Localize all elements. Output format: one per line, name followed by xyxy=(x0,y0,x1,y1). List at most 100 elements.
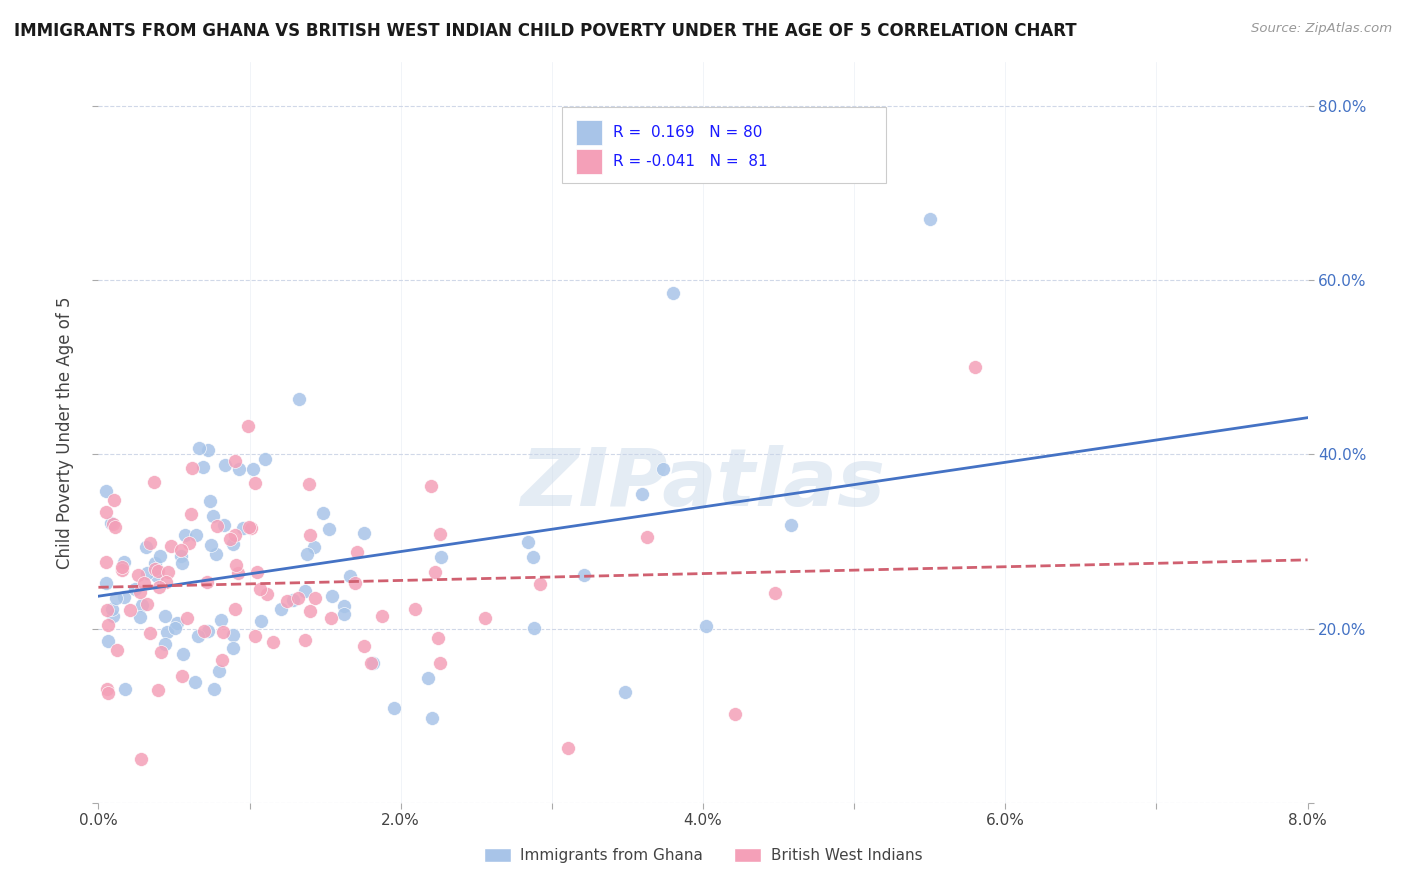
Point xyxy=(174,528,197,542)
Point xyxy=(529,577,551,591)
Point xyxy=(221,641,243,656)
Point xyxy=(304,540,326,554)
Point xyxy=(191,460,214,475)
Point xyxy=(111,559,134,574)
Point xyxy=(149,644,172,658)
Point xyxy=(245,629,267,643)
Point xyxy=(132,575,155,590)
Point xyxy=(211,653,233,667)
Point xyxy=(631,487,654,501)
Point xyxy=(209,613,232,627)
Point xyxy=(371,608,394,623)
Point xyxy=(918,212,941,227)
Point xyxy=(228,462,250,476)
Point xyxy=(572,568,595,582)
Point xyxy=(104,520,127,534)
Point xyxy=(321,589,343,603)
Point xyxy=(651,462,673,476)
Point xyxy=(111,563,134,577)
Point xyxy=(360,657,382,671)
Point xyxy=(474,611,496,625)
Point xyxy=(143,556,166,570)
Point xyxy=(97,634,120,648)
Point xyxy=(131,599,153,613)
Point xyxy=(94,555,117,569)
Point xyxy=(155,637,177,651)
Point xyxy=(94,484,117,499)
Point xyxy=(104,591,127,606)
Point xyxy=(101,609,124,624)
Point xyxy=(344,576,367,591)
Point xyxy=(318,523,340,537)
Point xyxy=(298,477,321,491)
Point xyxy=(205,547,228,561)
Point xyxy=(270,601,292,615)
Point xyxy=(281,592,304,607)
Point xyxy=(311,506,333,520)
Point xyxy=(240,521,263,535)
Point xyxy=(523,622,546,636)
Point xyxy=(222,628,245,642)
Point xyxy=(724,706,747,721)
Point xyxy=(155,609,177,624)
Point xyxy=(353,525,375,540)
Point xyxy=(195,575,218,590)
Point xyxy=(188,441,211,455)
Point xyxy=(112,555,135,569)
Point xyxy=(224,602,246,616)
Point xyxy=(148,580,170,594)
Point xyxy=(517,535,540,549)
Point xyxy=(193,624,215,638)
Point xyxy=(129,610,152,624)
Point xyxy=(112,591,135,605)
Point xyxy=(339,569,361,583)
Point xyxy=(187,629,209,643)
Point xyxy=(382,700,405,714)
Point xyxy=(97,618,120,632)
Point xyxy=(295,547,318,561)
Point xyxy=(163,621,186,635)
Point xyxy=(361,656,384,670)
Point xyxy=(232,521,254,535)
Point xyxy=(346,545,368,559)
Point xyxy=(613,685,636,699)
Point xyxy=(418,671,440,685)
Point xyxy=(184,675,207,690)
Point xyxy=(522,550,544,565)
Point xyxy=(129,584,152,599)
Point xyxy=(557,740,579,755)
Point xyxy=(172,556,194,570)
Point xyxy=(208,665,231,679)
Point xyxy=(157,565,180,579)
Point xyxy=(965,360,987,375)
Point xyxy=(294,632,316,647)
Point xyxy=(246,566,269,580)
Point xyxy=(256,587,278,601)
Point xyxy=(166,615,188,630)
Text: ZIPatlas: ZIPatlas xyxy=(520,445,886,524)
Point xyxy=(181,461,204,475)
Point xyxy=(332,599,354,614)
Point xyxy=(224,454,246,468)
Point xyxy=(184,528,207,542)
Text: R = -0.041   N =  81: R = -0.041 N = 81 xyxy=(613,154,768,169)
Point xyxy=(97,686,120,700)
Point xyxy=(225,558,247,572)
Point xyxy=(101,516,124,531)
Point xyxy=(127,568,149,582)
Point xyxy=(779,518,801,533)
Point xyxy=(172,647,194,661)
Point xyxy=(118,602,141,616)
Text: R =  0.169   N = 80: R = 0.169 N = 80 xyxy=(613,125,762,139)
Point xyxy=(136,598,159,612)
Point xyxy=(129,752,152,766)
Point xyxy=(200,538,222,552)
Point xyxy=(425,565,447,579)
Point xyxy=(100,516,122,530)
Point xyxy=(212,625,235,640)
Point xyxy=(202,681,225,696)
Point xyxy=(212,518,235,533)
Point xyxy=(201,508,224,523)
Point xyxy=(205,519,228,533)
Point xyxy=(222,537,245,551)
